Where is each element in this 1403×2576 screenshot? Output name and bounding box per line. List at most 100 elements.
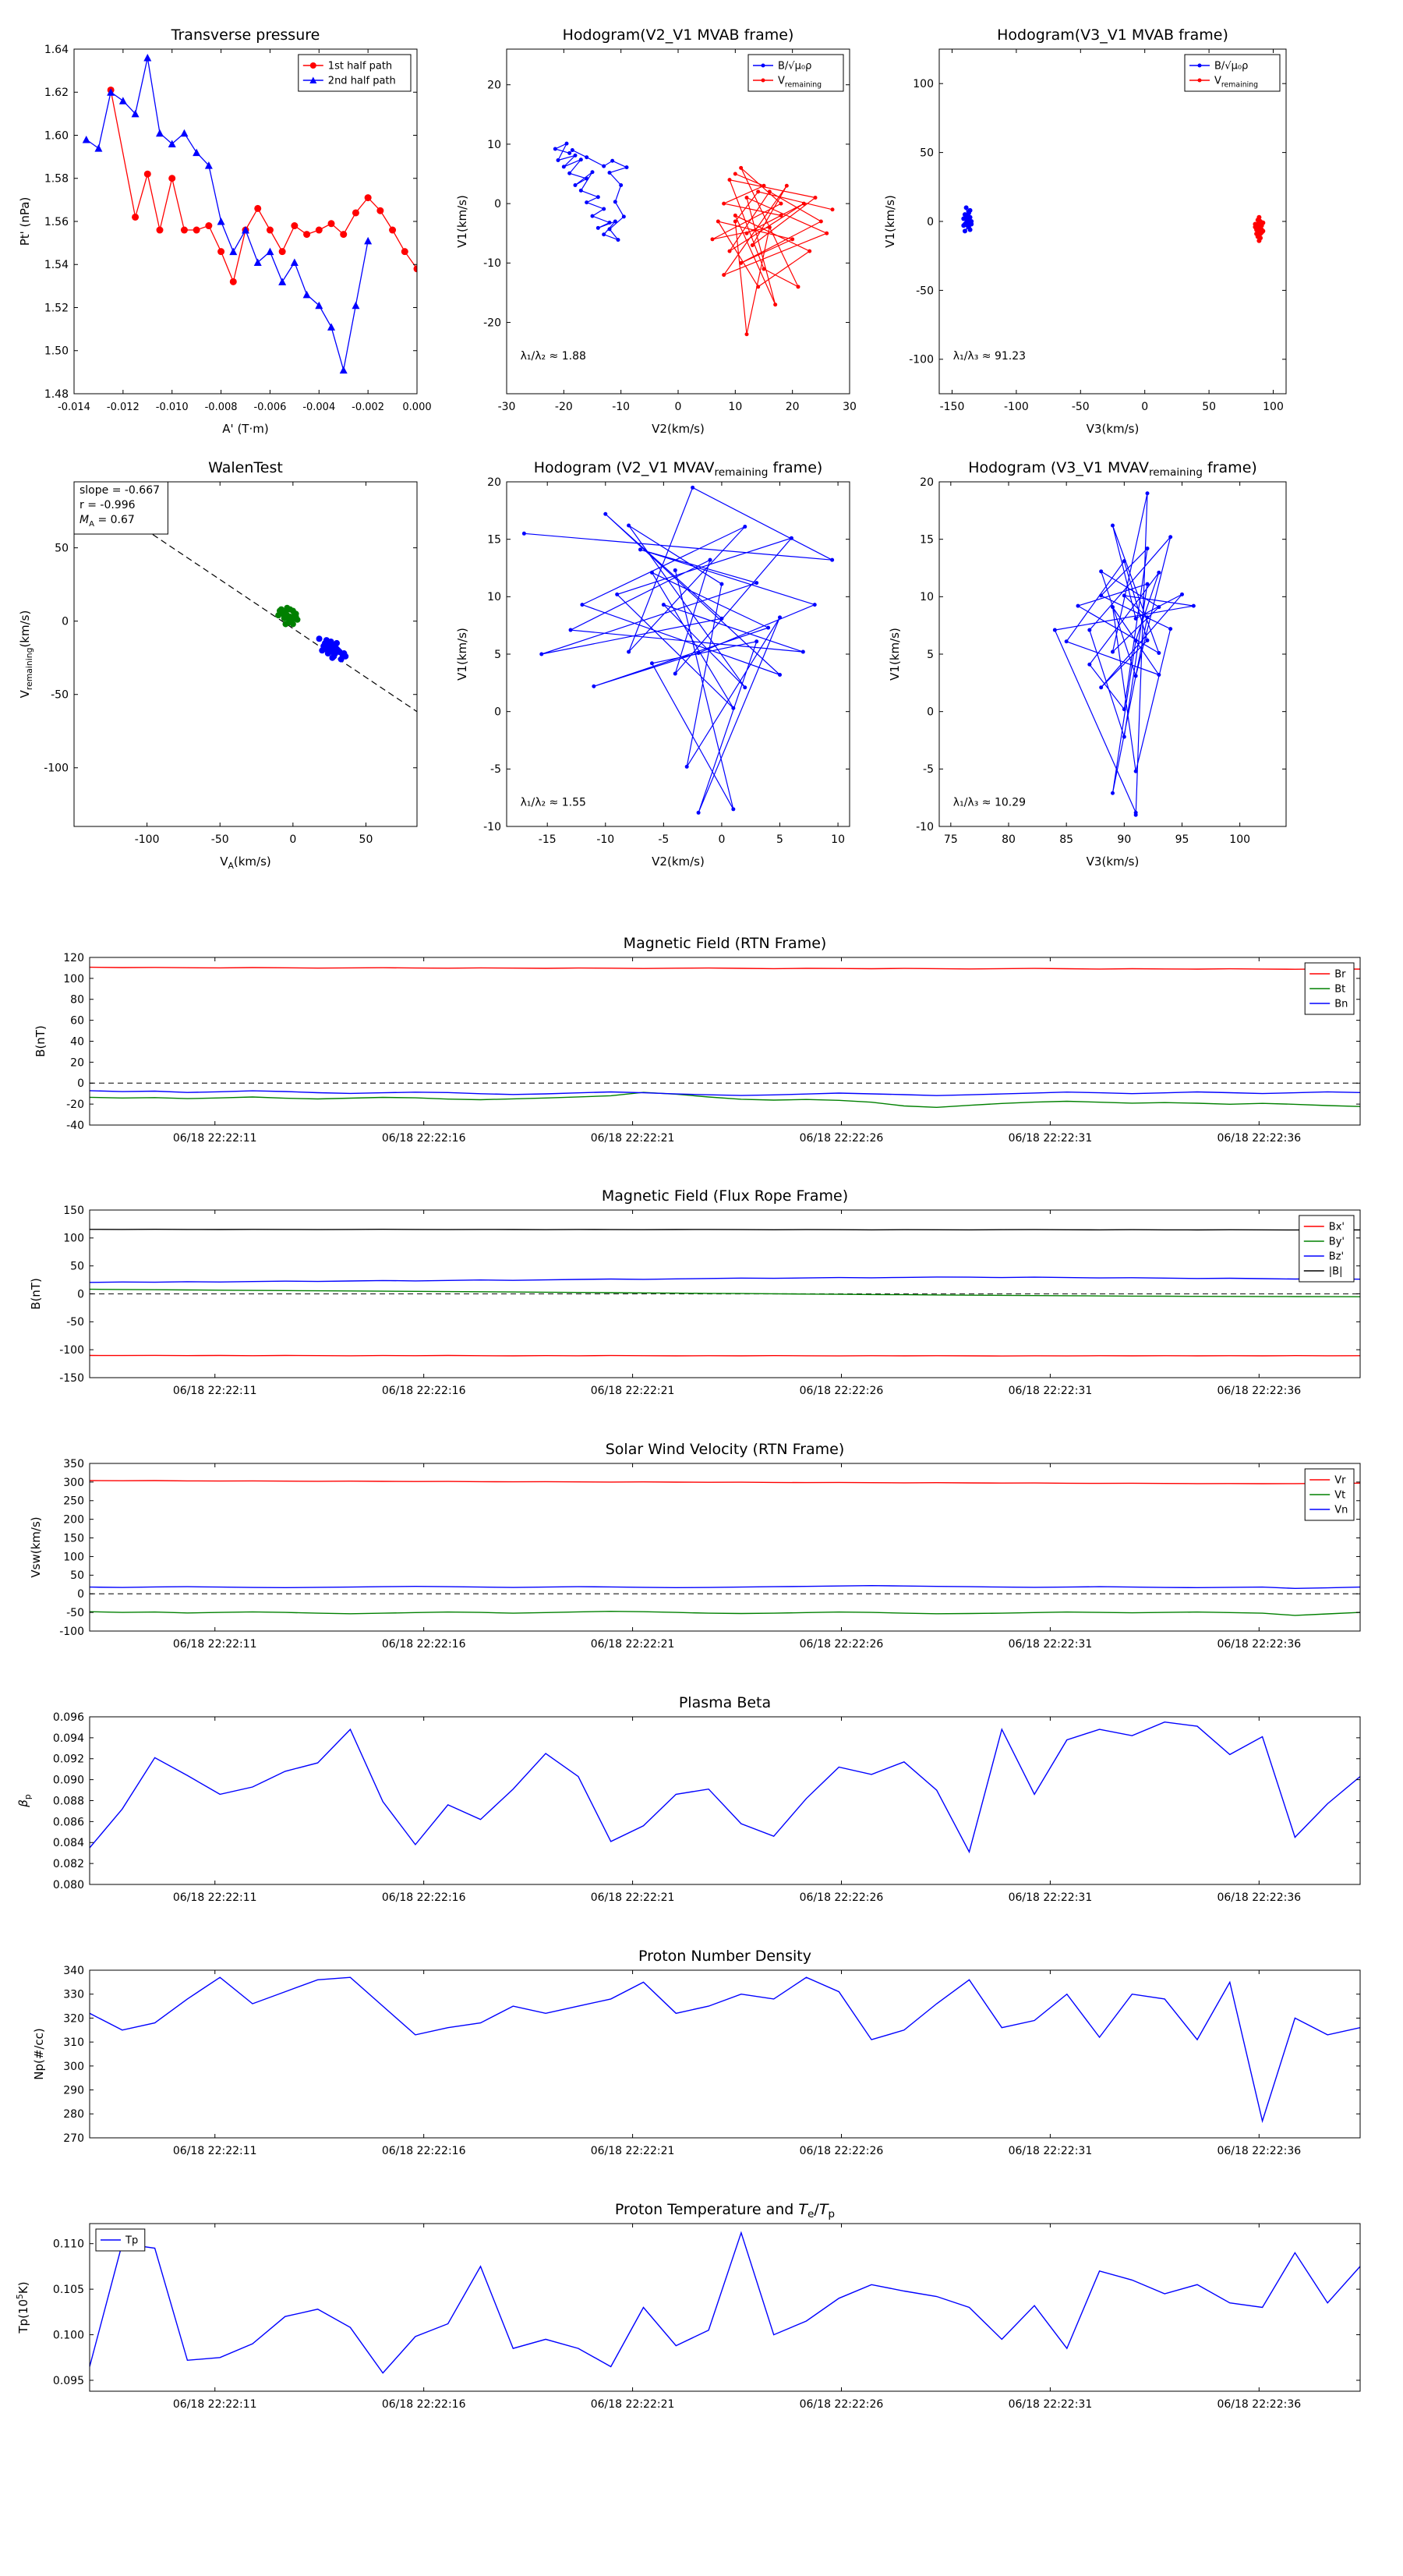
chart-title: Transverse pressure bbox=[171, 27, 320, 44]
x-axis-label: A' (T·m) bbox=[222, 422, 268, 436]
series-second-half-path bbox=[82, 54, 373, 374]
series-v-remaining-path bbox=[521, 485, 835, 815]
chart-title: Solar Wind Velocity (RTN Frame) bbox=[606, 1441, 845, 1458]
plot-area bbox=[90, 2224, 1360, 2391]
y-tick-label: 0.080 bbox=[53, 1879, 84, 1891]
x-axis-label: V3(km/s) bbox=[1087, 855, 1140, 869]
x-tick-label: 06/18 22:22:31 bbox=[1009, 1132, 1093, 1145]
x-tick-label: -50 bbox=[211, 833, 229, 846]
plot-series-group bbox=[75, 483, 417, 713]
legend: B/√μ₀ρ Vremaining bbox=[747, 54, 844, 92]
annotation: slope = -0.667 r = -0.996 MA = 0.67 bbox=[73, 481, 168, 535]
plot-area bbox=[74, 482, 417, 826]
y-tick-label: 50 bbox=[70, 1569, 84, 1582]
plot-series-group bbox=[961, 205, 1266, 243]
y-axis-label: Tp(105K) bbox=[15, 2281, 30, 2334]
x-tick-label: 06/18 22:22:36 bbox=[1217, 1132, 1301, 1145]
y-tick-label: 1.60 bbox=[44, 129, 69, 142]
legend-label: Bn bbox=[1334, 999, 1348, 1010]
legend-label: Bt bbox=[1334, 984, 1345, 996]
plot-series-group bbox=[521, 485, 835, 815]
y-tick-label: 0.094 bbox=[53, 1732, 84, 1745]
y-tick-label: 60 bbox=[70, 1015, 84, 1028]
legend-label: Vt bbox=[1334, 1490, 1345, 1502]
x-tick-label: 0.000 bbox=[402, 402, 431, 413]
y-tick-label: 330 bbox=[63, 1989, 84, 2001]
plot-series-group bbox=[553, 141, 835, 337]
series-Vt bbox=[90, 1610, 1360, 1616]
x-tick-label: 75 bbox=[944, 833, 958, 846]
plot-series-group bbox=[90, 1721, 1360, 1854]
y-tick-label: 1.64 bbox=[44, 44, 69, 56]
legend-label: |B| bbox=[1329, 1266, 1343, 1278]
x-tick-label: 06/18 22:22:36 bbox=[1217, 1385, 1301, 1397]
chart-title: Magnetic Field (RTN Frame) bbox=[624, 935, 827, 952]
x-tick-label: 95 bbox=[1175, 833, 1189, 846]
legend: Vr Vt Vn bbox=[1304, 1468, 1355, 1521]
x-tick-label: 06/18 22:22:21 bbox=[591, 1385, 675, 1397]
series-Bx-prime bbox=[90, 1354, 1360, 1357]
y-tick-label: -20 bbox=[66, 1099, 84, 1111]
y-tick-label: 0 bbox=[62, 616, 69, 628]
x-axis-label: V3(km/s) bbox=[1087, 422, 1140, 436]
plot-area bbox=[90, 957, 1360, 1125]
x-tick-label: 06/18 22:22:36 bbox=[1217, 1891, 1301, 1904]
series-v-remaining-path bbox=[1052, 491, 1196, 817]
y-tick-label: 290 bbox=[63, 2084, 84, 2097]
x-tick-label: 06/18 22:22:31 bbox=[1009, 2145, 1093, 2157]
plot-series-group bbox=[90, 2231, 1360, 2374]
series-Np bbox=[90, 1976, 1360, 2124]
y-tick-label: 250 bbox=[63, 1495, 84, 1508]
x-tick-label: 06/18 22:22:16 bbox=[382, 1132, 466, 1145]
y-tick-label: 350 bbox=[63, 1458, 84, 1470]
legend-label: 2nd half path bbox=[328, 76, 396, 87]
x-tick-label: 06/18 22:22:11 bbox=[173, 1132, 257, 1145]
y-tick-label: 5 bbox=[927, 649, 934, 661]
y-tick-label: -100 bbox=[59, 1626, 84, 1638]
x-tick-label: 06/18 22:22:36 bbox=[1217, 2145, 1301, 2157]
x-tick-label: -0.002 bbox=[352, 402, 384, 413]
x-tick-label: 30 bbox=[843, 401, 857, 413]
y-tick-label: 0.082 bbox=[53, 1858, 84, 1870]
x-tick-label: 50 bbox=[359, 833, 373, 846]
y-tick-label: 0 bbox=[77, 1588, 84, 1601]
x-tick-label: 90 bbox=[1117, 833, 1131, 846]
x-tick-label: -0.012 bbox=[107, 402, 140, 413]
ticks: -150 -100 -50 0 50 100 -100 -50 0 50 100 bbox=[909, 49, 1286, 413]
legend: 1st half path 2nd half path bbox=[298, 54, 412, 92]
y-tick-label: 320 bbox=[63, 2012, 84, 2025]
chart-hodogram-v2v1-mvab: -30 -20 -10 0 10 20 30 -20 -10 0 10 20 Hodogram(V2_V… bbox=[455, 27, 857, 436]
chart-hodogram-v2v1-mvav: -15 -10 -5 0 5 10 -10 -5 0 5 10 15 20 Hodogram (V2_V1… bbox=[455, 459, 850, 869]
y-tick-label: 0.095 bbox=[53, 2375, 84, 2387]
legend-label: Br bbox=[1334, 969, 1346, 981]
x-tick-label: -30 bbox=[498, 401, 516, 413]
series-v-remaining bbox=[710, 165, 835, 337]
chart-proton-temperature: 06/18 22:22:11 06/18 22:22:16 06/18 22:22:… bbox=[15, 2201, 1361, 2411]
y-tick-label: 80 bbox=[70, 994, 84, 1007]
annotation-line: r = -0.996 bbox=[80, 499, 136, 511]
x-tick-label: 06/18 22:22:26 bbox=[800, 1385, 884, 1397]
legend: B/√μ₀ρ Vremaining bbox=[1184, 54, 1281, 92]
annotation-line: slope = -0.667 bbox=[80, 484, 160, 497]
plot-area bbox=[507, 49, 850, 394]
chart-title: Hodogram(V3_V1 MVAB frame) bbox=[997, 27, 1228, 44]
annotation-text: λ₁/λ₂ ≈ 1.88 bbox=[521, 350, 586, 363]
x-tick-label: -50 bbox=[1072, 401, 1090, 413]
x-tick-label: -20 bbox=[555, 401, 573, 413]
y-tick-label: 100 bbox=[63, 1233, 84, 1245]
y-axis-label: V1(km/s) bbox=[888, 628, 902, 681]
chart-title: Hodogram(V2_V1 MVAB frame) bbox=[563, 27, 794, 44]
x-tick-label: -15 bbox=[539, 833, 557, 846]
x-tick-label: 06/18 22:22:16 bbox=[382, 2398, 466, 2411]
y-tick-label: 0.096 bbox=[53, 1711, 84, 1724]
legend: Bx' By' Bz' |B| bbox=[1299, 1215, 1355, 1283]
ticks: 06/18 22:22:11 06/18 22:22:16 06/18 22:22:… bbox=[59, 1458, 1360, 1651]
annotation: λ₁/λ₃ ≈ 10.29 bbox=[953, 796, 1026, 809]
y-tick-label: -10 bbox=[916, 821, 934, 833]
ticks: 06/18 22:22:11 06/18 22:22:16 06/18 22:22:… bbox=[59, 1205, 1360, 1397]
y-axis-label: B(nT) bbox=[34, 1025, 48, 1057]
x-tick-label: 06/18 22:22:31 bbox=[1009, 2398, 1093, 2411]
chart-title: Proton Temperature and Te/Tp bbox=[615, 2201, 835, 2220]
y-axis-label: V1(km/s) bbox=[455, 628, 469, 681]
x-tick-label: -5 bbox=[658, 833, 669, 846]
